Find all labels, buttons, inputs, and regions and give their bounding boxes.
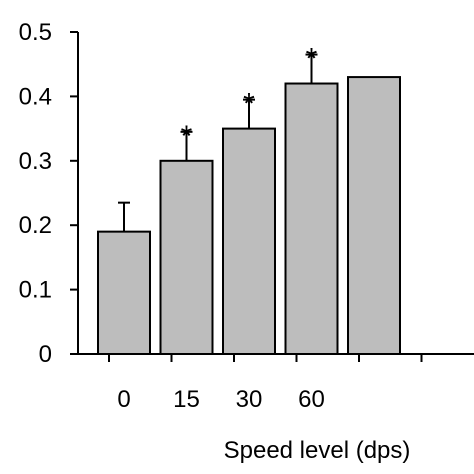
- bar-partial: [347, 76, 401, 356]
- bar-60: [284, 82, 339, 356]
- bar-30: [222, 127, 276, 355]
- x-axis-label: Speed level (dps): [224, 437, 411, 464]
- x-tick-label: 60: [298, 386, 325, 413]
- bar-0: [97, 230, 151, 355]
- y-tick-label: 0.3: [19, 148, 52, 175]
- x-ticks: 0 15 30 60: [108, 354, 423, 413]
- y-ticks: 0 0.1 0.2 0.3 0.4 0.5: [19, 19, 78, 368]
- bars: * * *: [97, 43, 401, 356]
- bar-15: [159, 159, 214, 355]
- y-tick-label: 0.1: [19, 277, 52, 304]
- y-tick-label: 0.2: [19, 212, 52, 239]
- significance-mark: *: [243, 88, 255, 121]
- x-tick-label: 30: [236, 386, 263, 413]
- x-tick-label: 0: [117, 386, 130, 413]
- y-tick-label: 0.5: [19, 19, 52, 46]
- y-tick-label: 0.4: [19, 83, 52, 110]
- x-tick-label: 15: [173, 386, 200, 413]
- y-tick-label: 0: [39, 341, 52, 368]
- significance-mark: *: [306, 43, 318, 76]
- significance-mark: *: [181, 120, 193, 153]
